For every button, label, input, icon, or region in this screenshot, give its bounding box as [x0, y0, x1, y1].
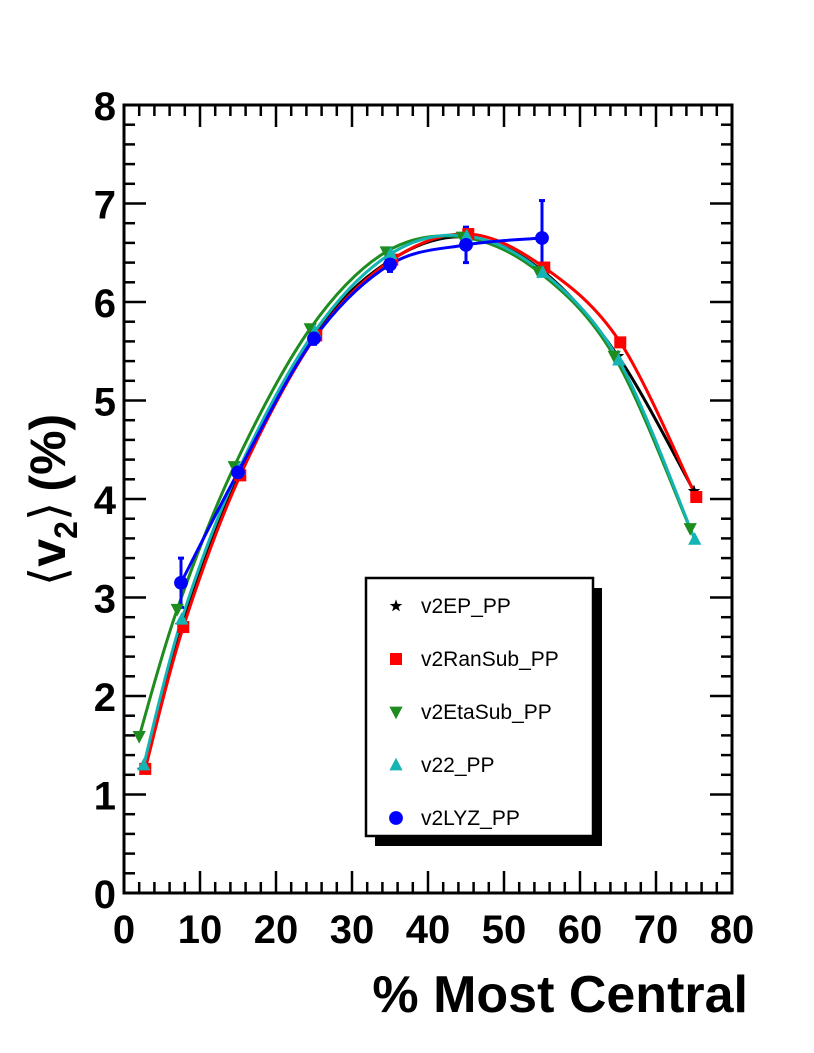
y-axis-title-symbol: v	[20, 539, 76, 567]
data-point-v2EtaSub_PP	[132, 730, 146, 744]
series-line-v2RanSub_PP	[143, 232, 698, 770]
y-tick-label: 0	[94, 873, 116, 917]
x-tick-label: 30	[330, 908, 375, 952]
legend-label: v2EtaSub_PP	[421, 701, 552, 724]
series-line-v22_PP	[142, 233, 697, 766]
legend-label: v2RanSub_PP	[421, 648, 559, 671]
error-bars	[178, 199, 545, 609]
x-tick-label: 50	[482, 908, 527, 952]
legend-box	[364, 576, 595, 838]
legend-label: v22_PP	[421, 754, 495, 777]
y-axis-title-subscript: 2	[48, 521, 84, 539]
legend-marker-v2RanSub_PP	[390, 653, 402, 665]
legend-marker-v22_PP	[389, 757, 403, 771]
data-point-v22_PP	[384, 246, 398, 260]
y-axis-title-close: ⟩	[20, 502, 76, 522]
data-point-v2EtaSub_PP	[303, 323, 317, 336]
y-tick-label: 1	[94, 775, 116, 819]
data-point-v2LYZ_PP	[383, 257, 397, 272]
y-tick-label: 5	[94, 381, 116, 425]
x-tick-label: 60	[558, 908, 603, 952]
y-axis-title: ⟨v2⟩ (%)	[20, 414, 84, 586]
x-tick-labels: 0 10 20 30 40 50 60 70 80	[113, 908, 754, 952]
y-tick-labels: 0 1 2 3 4 5 6 7 8	[94, 85, 117, 917]
data-point-v22_PP	[536, 265, 550, 278]
x-tick-label: 0	[113, 908, 135, 952]
svg-text:⟨v2⟩(%): ⟨v2⟩ (%)	[20, 414, 84, 586]
data-point-v2EP_PP	[687, 484, 701, 497]
y-tick-label: 6	[94, 282, 116, 326]
x-tick-label: 40	[406, 908, 451, 952]
data-point-v2LYZ_PP	[174, 575, 188, 590]
x-tick-label: 70	[634, 908, 679, 952]
legend: v2EP_PP v2RanSub_PP v2EtaSub_PP v22_PP v2LYZ…	[364, 576, 602, 846]
curves	[137, 232, 698, 771]
data-point-v22_PP	[175, 611, 189, 625]
data-point-v2LYZ_PP	[535, 231, 549, 245]
legend-label: v2LYZ_PP	[421, 807, 520, 830]
y-tick-label: 4	[94, 479, 117, 523]
legend-marker-v2EtaSub_PP	[389, 706, 403, 720]
data-point-v22_PP	[612, 352, 626, 366]
legend-label: v2EP_PP	[421, 595, 511, 618]
x-tick-label: 10	[178, 908, 223, 952]
legend-marker-v2LYZ_PP	[389, 811, 403, 825]
legend-marker-v2EP_PP	[389, 599, 403, 612]
y-tick-label: 8	[94, 85, 116, 129]
data-point-v2RanSub_PP	[690, 491, 703, 504]
data-point-v22_PP	[460, 228, 474, 242]
x-tick-label: 20	[254, 908, 299, 952]
series-line-v2LYZ_PP	[179, 236, 543, 584]
y-axis-title-open: ⟨	[20, 567, 76, 587]
data-point-v2LYZ_PP	[307, 331, 321, 346]
data-point-v2EtaSub_PP	[607, 350, 621, 364]
data-point-v2LYZ_PP	[231, 465, 245, 480]
y-tick-label: 3	[94, 578, 116, 622]
data-point-v22_PP	[137, 757, 151, 771]
series-line-v2EtaSub_PP	[137, 234, 692, 737]
data-point-v2LYZ_PP	[459, 237, 473, 252]
data-point-v2EtaSub_PP	[170, 603, 184, 617]
legend-entries: v2EP_PP v2RanSub_PP v2EtaSub_PP v22_PP v2LYZ…	[389, 595, 559, 830]
y-tick-label: 2	[94, 676, 116, 720]
data-point-v2RanSub_PP	[614, 336, 627, 349]
data-point-v22_PP	[688, 532, 702, 545]
y-tick-label: 7	[94, 184, 116, 228]
markers	[132, 228, 703, 776]
x-axis-title: % Most Central	[372, 966, 748, 1024]
data-point-v2EtaSub_PP	[683, 523, 697, 536]
y-axis-title-unit: (%)	[20, 414, 76, 492]
axes-ticks	[122, 103, 734, 895]
x-tick-label: 80	[710, 908, 755, 952]
